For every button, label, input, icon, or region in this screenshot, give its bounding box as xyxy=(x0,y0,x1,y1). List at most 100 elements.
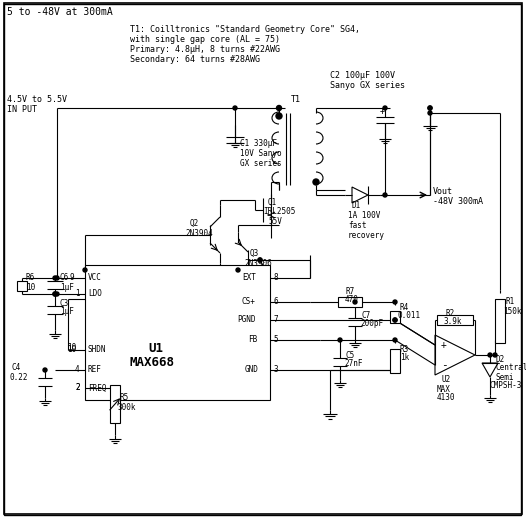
Text: -: - xyxy=(441,360,448,370)
Text: CS+: CS+ xyxy=(242,297,256,307)
Text: Sanyo GX series: Sanyo GX series xyxy=(330,80,405,89)
Text: R1: R1 xyxy=(505,297,514,307)
Text: VCC: VCC xyxy=(88,274,102,282)
Circle shape xyxy=(393,318,397,322)
Circle shape xyxy=(276,113,282,119)
Bar xyxy=(110,385,120,423)
Text: with single gap core (AL = 75): with single gap core (AL = 75) xyxy=(130,35,280,45)
Text: R3: R3 xyxy=(400,345,409,353)
Text: SHDN: SHDN xyxy=(88,346,106,354)
Circle shape xyxy=(258,258,262,262)
Text: 9: 9 xyxy=(70,274,75,282)
Text: C5: C5 xyxy=(346,351,355,361)
Text: 150k: 150k xyxy=(503,307,521,317)
Text: Q2: Q2 xyxy=(190,218,199,227)
Text: 27nF: 27nF xyxy=(344,360,362,368)
Text: R5: R5 xyxy=(120,393,129,403)
Text: 1μF: 1μF xyxy=(60,282,74,292)
Circle shape xyxy=(488,353,492,357)
Text: 10: 10 xyxy=(67,346,76,354)
Circle shape xyxy=(493,353,497,357)
Bar xyxy=(390,311,400,323)
Text: GX series: GX series xyxy=(240,158,281,168)
Circle shape xyxy=(53,276,57,280)
Text: 0.011: 0.011 xyxy=(398,311,421,321)
Text: CMPSH-3: CMPSH-3 xyxy=(490,381,522,390)
Circle shape xyxy=(43,368,47,372)
Text: 2: 2 xyxy=(75,384,79,392)
Text: C2 100μF 100V: C2 100μF 100V xyxy=(330,71,395,79)
Circle shape xyxy=(53,292,57,296)
Text: IN PUT: IN PUT xyxy=(7,105,37,115)
Circle shape xyxy=(428,106,432,110)
Text: 10: 10 xyxy=(67,343,76,351)
Text: Primary: 4.8μH, 8 turns #22AWG: Primary: 4.8μH, 8 turns #22AWG xyxy=(130,46,280,54)
Text: C4: C4 xyxy=(12,362,21,372)
Text: REF: REF xyxy=(88,365,102,375)
Text: MAX668: MAX668 xyxy=(130,356,175,368)
Text: R2: R2 xyxy=(445,308,454,318)
Text: 4: 4 xyxy=(75,365,79,375)
Text: +: + xyxy=(441,340,447,350)
Text: R6: R6 xyxy=(26,274,35,282)
Text: C3: C3 xyxy=(60,298,69,307)
Text: PGND: PGND xyxy=(237,316,256,324)
Text: fast: fast xyxy=(348,222,367,230)
Text: LDO: LDO xyxy=(88,290,102,298)
Circle shape xyxy=(428,106,432,110)
Text: U2: U2 xyxy=(441,376,450,385)
Circle shape xyxy=(233,106,237,110)
Text: 200pF: 200pF xyxy=(360,320,383,329)
Circle shape xyxy=(53,292,57,296)
Text: GND: GND xyxy=(245,365,259,375)
Text: 7: 7 xyxy=(273,316,278,324)
Text: C6: C6 xyxy=(60,274,69,282)
Text: T1: Coilltronics "Standard Geometry Core" SG4,: T1: Coilltronics "Standard Geometry Core… xyxy=(130,25,360,34)
Text: 300k: 300k xyxy=(118,403,137,413)
Text: -48V 300mA: -48V 300mA xyxy=(433,198,483,207)
Text: 55V: 55V xyxy=(268,217,282,226)
Text: 2: 2 xyxy=(75,384,79,392)
Text: EXT: EXT xyxy=(242,274,256,282)
Circle shape xyxy=(258,258,262,262)
Text: Q1: Q1 xyxy=(268,198,277,207)
Bar xyxy=(437,315,473,325)
Circle shape xyxy=(313,179,319,185)
Text: Semi: Semi xyxy=(496,373,514,381)
Text: D1: D1 xyxy=(352,201,361,211)
Circle shape xyxy=(393,318,397,322)
Circle shape xyxy=(277,105,281,111)
Circle shape xyxy=(236,268,240,272)
Bar xyxy=(85,265,270,400)
Text: IRL2505: IRL2505 xyxy=(263,208,296,216)
Text: 5 to -48V at 300mA: 5 to -48V at 300mA xyxy=(7,7,113,17)
Text: 2N3904: 2N3904 xyxy=(185,228,213,238)
Text: 4130: 4130 xyxy=(437,393,456,403)
Circle shape xyxy=(338,338,342,342)
Text: 3.9k: 3.9k xyxy=(443,318,461,326)
Text: FREQ: FREQ xyxy=(88,384,106,392)
Circle shape xyxy=(383,106,387,110)
Text: C1 330μF: C1 330μF xyxy=(240,139,277,147)
Text: FB: FB xyxy=(248,335,257,345)
Text: Secondary: 64 turns #28AWG: Secondary: 64 turns #28AWG xyxy=(130,56,260,64)
Text: 1μF: 1μF xyxy=(60,307,74,317)
Text: R7: R7 xyxy=(345,288,354,296)
Circle shape xyxy=(55,276,59,280)
Text: T1: T1 xyxy=(291,95,301,104)
Text: 2N3906: 2N3906 xyxy=(244,258,272,267)
Text: 10: 10 xyxy=(26,282,35,292)
Text: 5: 5 xyxy=(273,335,278,345)
Circle shape xyxy=(55,292,59,296)
Text: 1: 1 xyxy=(75,290,79,298)
Text: 1A 100V: 1A 100V xyxy=(348,212,380,221)
Text: Central: Central xyxy=(496,363,526,373)
Text: MAX: MAX xyxy=(437,385,451,393)
Text: 470: 470 xyxy=(345,295,359,305)
Circle shape xyxy=(393,300,397,304)
Text: 6: 6 xyxy=(273,297,278,307)
Circle shape xyxy=(83,268,87,272)
Text: recovery: recovery xyxy=(348,231,385,240)
Text: 8: 8 xyxy=(273,274,278,282)
Circle shape xyxy=(353,300,357,304)
